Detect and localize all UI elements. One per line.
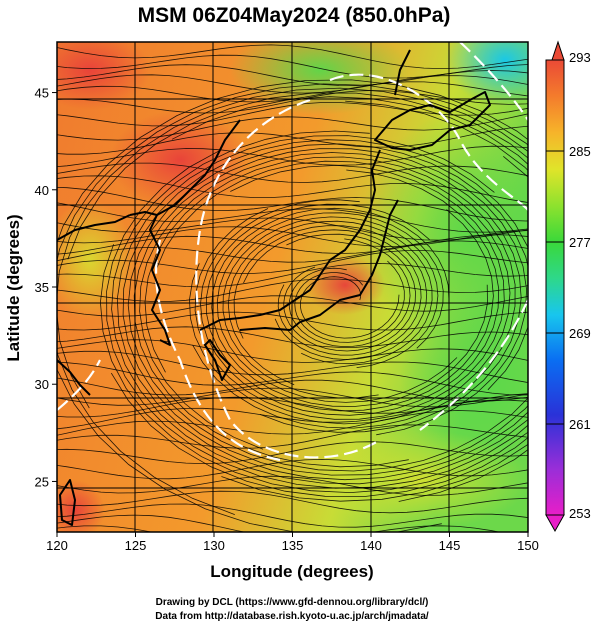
streamline xyxy=(144,156,516,429)
x-tick-label: 145 xyxy=(439,538,461,553)
cool-region xyxy=(230,42,410,115)
x-tick-label: 130 xyxy=(203,538,225,553)
y-axis-label: Latitude (degrees) xyxy=(4,214,23,361)
credit-line-drawing: Drawing by DCL (https://www.gfd-dennou.o… xyxy=(156,597,429,608)
coastline-korea xyxy=(149,214,171,346)
y-tick-label: 40 xyxy=(35,183,49,198)
colorbar-top-arrow xyxy=(551,40,565,61)
colorbar-scale xyxy=(545,59,565,516)
streamline xyxy=(200,169,500,416)
streamline xyxy=(139,152,522,450)
warm-region xyxy=(57,42,150,110)
streamline xyxy=(111,100,528,485)
contour-line xyxy=(459,42,528,121)
streamline xyxy=(155,160,511,425)
colorbar-tick-label: 277 xyxy=(569,235,591,250)
x-tick-label: 125 xyxy=(125,538,147,553)
streamline xyxy=(283,233,416,352)
streamline xyxy=(243,229,422,356)
coastline-china-east xyxy=(57,359,91,396)
credit-line-data: Data from http://database.rish.kyoto-u.a… xyxy=(155,611,429,622)
streamline xyxy=(205,203,494,412)
y-tick-label: 25 xyxy=(35,474,49,489)
streamline xyxy=(57,83,528,515)
colorbar-tick-label: 253 xyxy=(569,506,591,521)
coastline-honshu xyxy=(199,149,381,331)
x-axis-ticks: 120 125 130 135 140 145 150 xyxy=(46,532,539,553)
coastline-honshu-pacific xyxy=(299,199,399,323)
streamline xyxy=(288,238,411,348)
x-tick-label: 135 xyxy=(282,538,304,553)
streamline xyxy=(57,87,528,497)
streamline xyxy=(133,148,528,468)
map-plot-area xyxy=(57,42,528,532)
coastlines xyxy=(57,49,491,526)
streamline xyxy=(222,216,439,399)
colorbar-tick-label: 285 xyxy=(569,144,591,159)
streamline xyxy=(227,220,433,386)
y-axis-ticks: 25 30 35 40 45 xyxy=(35,86,57,489)
map-gridlines xyxy=(57,42,528,532)
coastline-kyushu xyxy=(204,339,231,381)
x-tick-label: 120 xyxy=(46,538,68,553)
streamline xyxy=(294,260,405,343)
temperature-contours xyxy=(57,42,528,462)
warm-region xyxy=(305,255,385,315)
colorbar-bottom-arrow xyxy=(545,514,565,533)
y-tick-label: 30 xyxy=(35,377,49,392)
coastline-taiwan xyxy=(59,479,76,526)
x-tick-label: 140 xyxy=(360,538,382,553)
streamline xyxy=(57,79,528,532)
coastline-sakhalin xyxy=(394,49,411,96)
x-axis-label: Longitude (degrees) xyxy=(210,562,373,581)
coastline-mainland xyxy=(57,214,131,241)
coastline-shikoku xyxy=(239,321,301,331)
map-title: MSM 06Z04May2024 (850.0hPa) xyxy=(138,4,451,27)
streamline xyxy=(116,135,528,481)
x-tick-label: 150 xyxy=(517,538,539,553)
colorbar-tick-label: 269 xyxy=(569,326,591,341)
streamline xyxy=(122,139,528,476)
coastline-mainland xyxy=(129,119,241,216)
colorbar-tick-label: 261 xyxy=(569,417,591,432)
contour-line xyxy=(154,239,281,462)
streamline xyxy=(194,164,505,420)
mild-region xyxy=(310,430,528,530)
streamline xyxy=(211,207,488,407)
colorbar: 293 285 277 269 261 253 xyxy=(545,40,591,533)
colorbar-ticks: 293 285 277 269 261 253 xyxy=(546,50,591,521)
contour-line xyxy=(419,299,528,431)
streamline xyxy=(233,225,428,360)
colorbar-tick-label: 293 xyxy=(569,50,591,65)
cold-region xyxy=(445,42,528,105)
contour-line xyxy=(329,73,528,211)
warm-region xyxy=(57,480,105,532)
contour-line xyxy=(195,98,381,459)
y-tick-label: 35 xyxy=(35,280,49,295)
y-tick-label: 45 xyxy=(35,86,49,101)
